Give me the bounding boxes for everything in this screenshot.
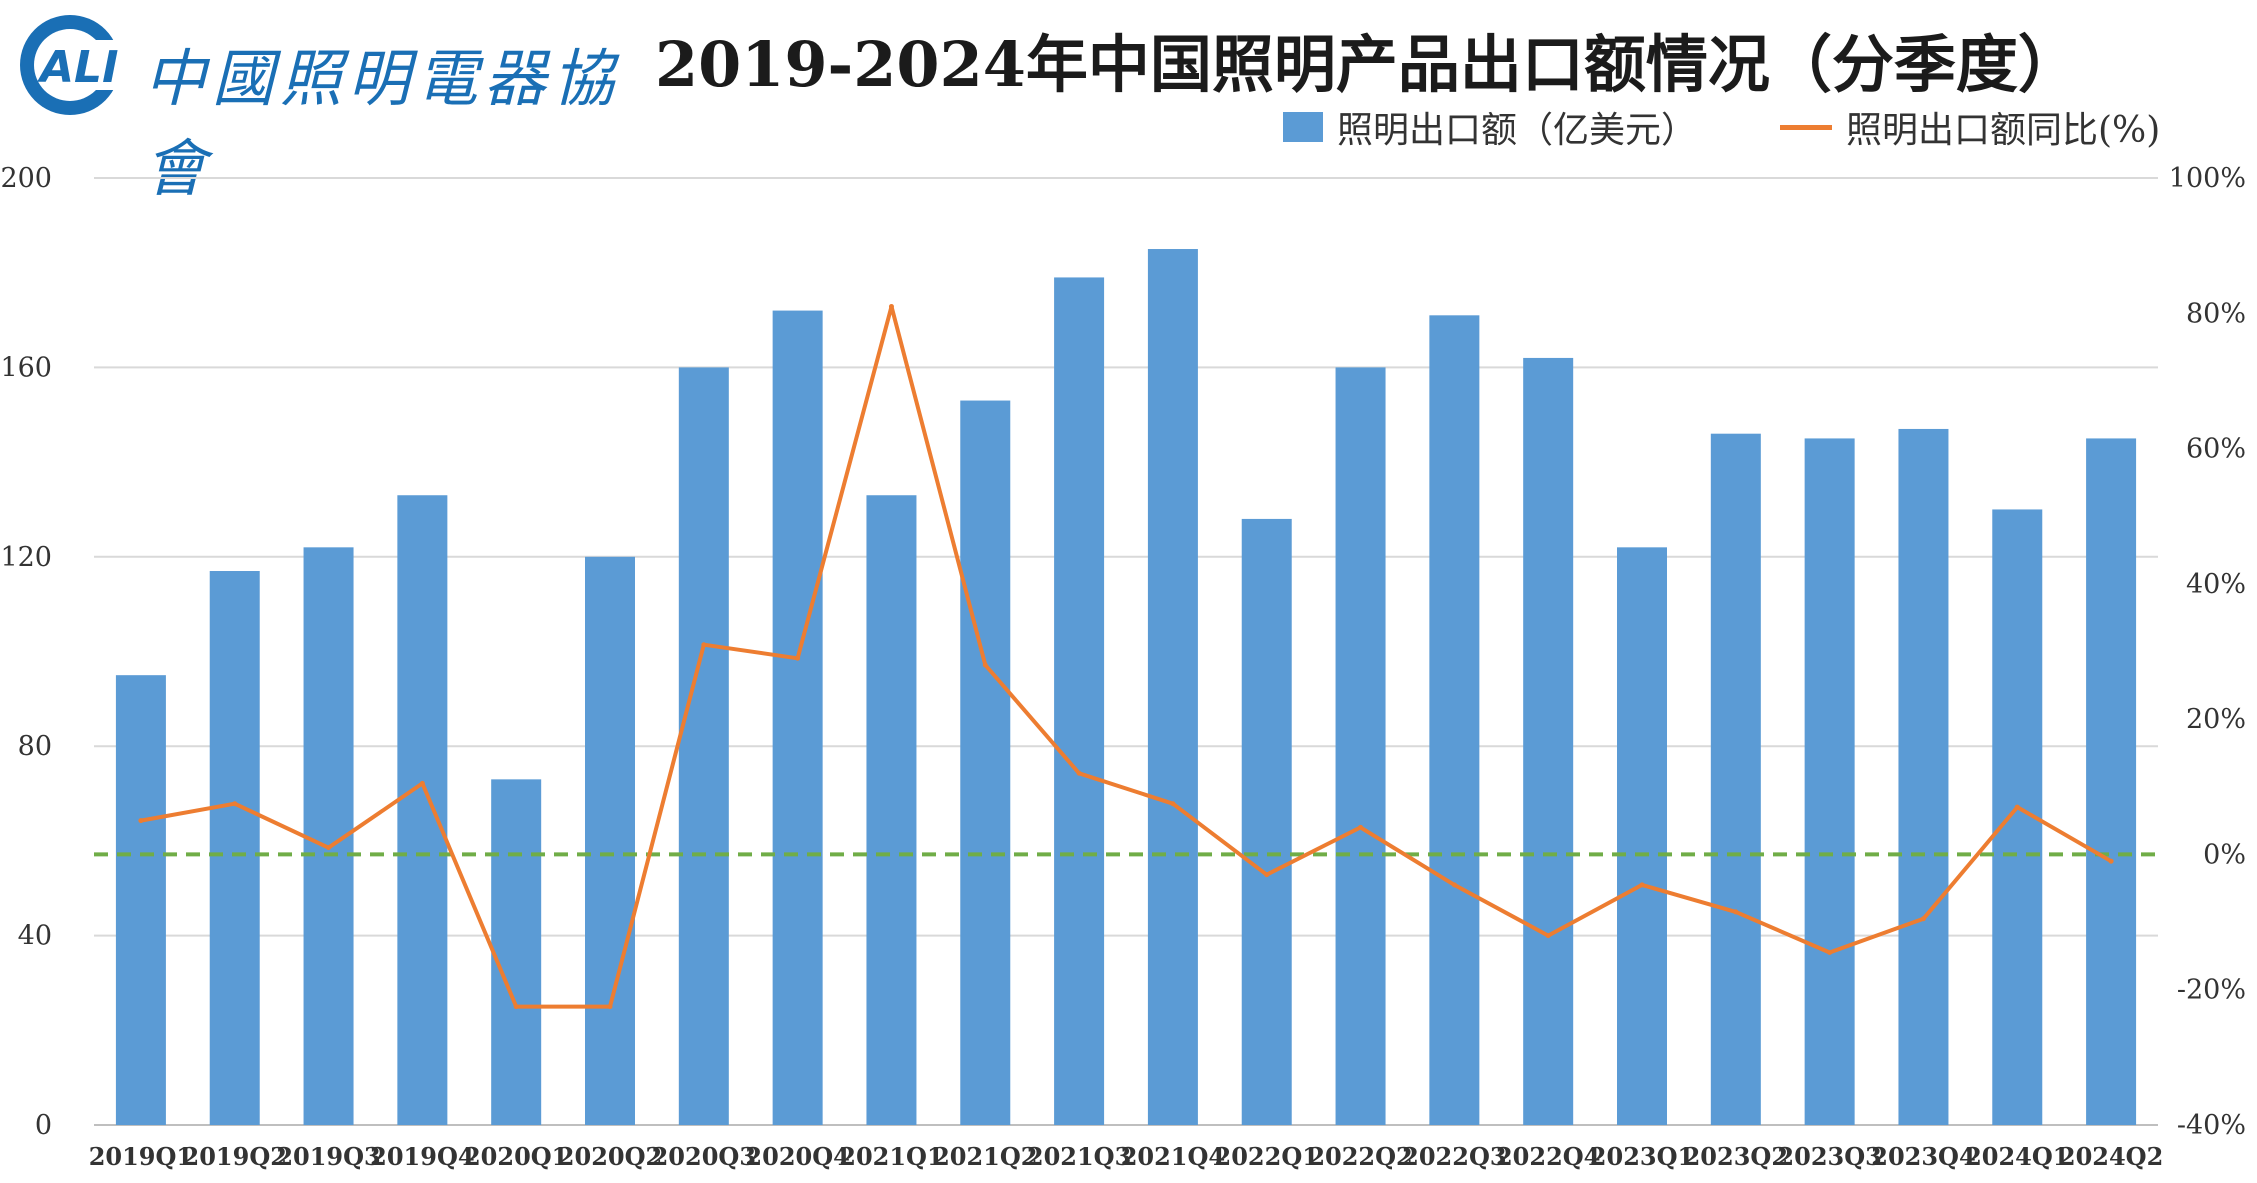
legend-item-line: 照明出口额同比(%) [1780, 104, 2161, 151]
x-tick-label: 2021Q1 [839, 1142, 943, 1171]
line-point [1170, 801, 1176, 807]
bar [1147, 249, 1198, 1125]
line-series [138, 304, 2114, 1010]
bar [678, 367, 729, 1125]
line-point [2108, 858, 2114, 864]
chart-title: 2019-2024年中国照明产品出口额情况（分季度） [655, 28, 2080, 101]
line-point [138, 818, 144, 824]
bar [1429, 315, 1480, 1125]
y-right-tick-label: 100% [2169, 163, 2246, 194]
line-point [1358, 824, 1364, 830]
bar [960, 400, 1011, 1125]
y-left-tick-label: 200 [0, 163, 52, 194]
logo-abbr: ALI [37, 42, 118, 93]
y-right-tick-label: -20% [2177, 975, 2246, 1006]
bar [1617, 547, 1667, 1125]
y-left-tick-label: 120 [0, 542, 52, 573]
line-point [513, 1004, 519, 1010]
line-point [1639, 882, 1645, 888]
line-point [607, 1004, 613, 1010]
bar [1523, 357, 1574, 1125]
line-point [1827, 950, 1833, 956]
logo: ALI 中國照明電器協會 [14, 10, 634, 205]
x-tick-label: 2022Q3 [1402, 1142, 1506, 1171]
y-right-tick-label: 0% [2203, 839, 2246, 870]
ali-logo-icon: ALI [20, 15, 136, 115]
x-tick-label: 2022Q2 [1308, 1142, 1412, 1171]
y-axis-right: -40% -20% 0% 20% 40% 60% 80% 100% [2169, 163, 2246, 1141]
bar [115, 675, 166, 1125]
yoy-line [140, 304, 2113, 1009]
line-point [1451, 882, 1457, 888]
legend-item-bar: 照明出口额（亿美元） [1283, 104, 1698, 151]
logo-name: 中國照明電器協會 [144, 42, 621, 205]
bar [397, 495, 448, 1125]
x-tick-label: 2020Q2 [558, 1142, 662, 1171]
bar [1898, 428, 1949, 1126]
bar [2086, 438, 2137, 1125]
y-right-tick-label: 80% [2186, 298, 2246, 329]
x-tick-label: 2023Q4 [1871, 1142, 1975, 1171]
legend-line-swatch [1780, 124, 1832, 130]
line-point [419, 780, 425, 786]
y-left-tick-label: 80 [18, 731, 52, 762]
x-tick-label: 2023Q2 [1684, 1142, 1788, 1171]
line-point [1076, 770, 1082, 776]
bar [1804, 438, 1855, 1125]
x-axis: 2019Q12019Q22019Q32019Q42020Q12020Q22020… [89, 1142, 2164, 1171]
x-tick-label: 2021Q4 [1121, 1142, 1225, 1171]
y-right-tick-label: 20% [2186, 704, 2246, 735]
y-left-tick-label: 40 [18, 921, 52, 952]
x-tick-label: 2019Q2 [183, 1142, 287, 1171]
x-tick-label: 2021Q3 [1027, 1142, 1131, 1171]
y-right-tick-label: -40% [2177, 1110, 2246, 1141]
line-point [1264, 872, 1270, 878]
x-tick-label: 2019Q3 [276, 1142, 380, 1171]
line-point [888, 304, 894, 310]
y-left-tick-label: 160 [0, 352, 52, 383]
bar [585, 556, 635, 1125]
bar [1241, 518, 1292, 1125]
bar [209, 571, 260, 1125]
bar [866, 495, 917, 1125]
y-right-tick-label: 60% [2186, 434, 2246, 465]
x-tick-label: 2021Q2 [933, 1142, 1037, 1171]
line-point [795, 655, 801, 661]
line-point [1733, 909, 1739, 915]
bar [1335, 367, 1386, 1125]
y-left-tick-label: 0 [35, 1110, 52, 1141]
legend-bar-swatch [1283, 112, 1323, 142]
bar [1710, 433, 1761, 1125]
x-tick-label: 2024Q1 [1965, 1142, 2069, 1171]
line-point [982, 662, 988, 668]
x-tick-label: 2020Q1 [464, 1142, 568, 1171]
bar [491, 779, 542, 1125]
x-tick-label: 2022Q4 [1496, 1142, 1600, 1171]
y-right-tick-label: 40% [2186, 569, 2246, 600]
x-tick-label: 2024Q2 [2059, 1142, 2163, 1171]
x-tick-label: 2020Q3 [652, 1142, 756, 1171]
x-tick-label: 2019Q1 [89, 1142, 193, 1171]
y-axis-left: 0 40 80 120 160 200 [0, 163, 52, 1141]
bar [772, 310, 823, 1126]
bar-series [115, 249, 2137, 1126]
bar [1054, 277, 1105, 1125]
x-tick-label: 2022Q1 [1215, 1142, 1319, 1171]
line-point [1920, 916, 1926, 922]
line-point [701, 642, 707, 648]
line-point [1545, 933, 1551, 939]
x-tick-label: 2020Q4 [745, 1142, 849, 1171]
x-tick-label: 2019Q4 [370, 1142, 474, 1171]
line-point [2014, 804, 2020, 810]
line-point [326, 845, 332, 851]
line-point [232, 801, 238, 807]
x-tick-label: 2023Q3 [1777, 1142, 1881, 1171]
legend-label-line: 照明出口额同比(%) [1846, 110, 2161, 151]
x-tick-label: 2023Q1 [1590, 1142, 1694, 1171]
legend-label-bar: 照明出口额（亿美元） [1337, 110, 1698, 151]
